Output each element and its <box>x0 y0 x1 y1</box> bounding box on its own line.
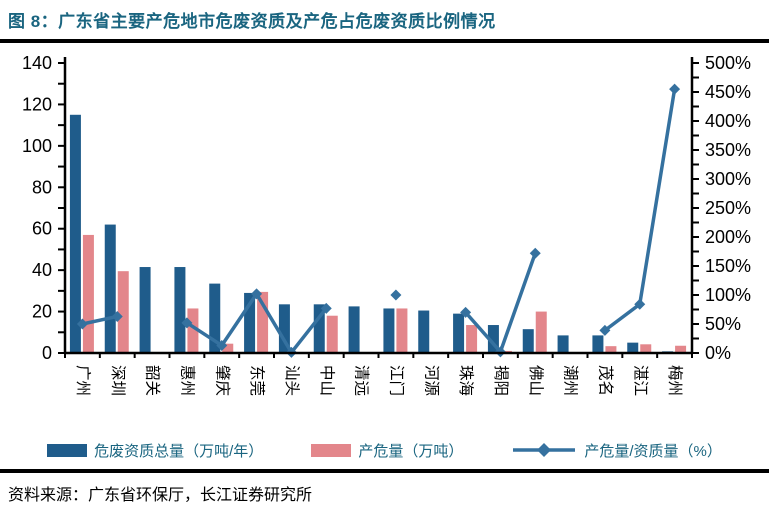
bar-produced-15 <box>605 346 617 353</box>
bar-produced-5 <box>257 291 269 353</box>
legend-label: 产危量（万吨） <box>358 442 464 460</box>
right-axis-tick-label: 500% <box>705 53 751 73</box>
title-separator-rule <box>0 39 769 43</box>
x-category-label-11: 珠海 <box>457 365 475 396</box>
x-category-label-3: 惠州 <box>178 365 196 396</box>
x-category-label-12: 揭阳 <box>492 365 510 396</box>
ratio-line-segment <box>185 292 328 355</box>
bar-produced-13 <box>535 311 547 353</box>
legend-item-qualification-total: 危废资质总量（万吨/年） <box>47 440 263 461</box>
legend-bar-swatch-secondary <box>311 443 352 457</box>
bar-produced-16 <box>640 344 652 353</box>
x-category-label-2: 韶关 <box>144 365 162 396</box>
legend-label: 危废资质总量（万吨/年） <box>94 442 264 460</box>
right-axis-tick-label: 50% <box>705 314 741 334</box>
ratio-marker-9 <box>390 289 402 301</box>
ratio-marker-13 <box>529 247 541 259</box>
ratio-marker-3 <box>181 317 193 329</box>
x-category-label-17: 梅州 <box>666 365 684 396</box>
ratio-marker-5 <box>251 288 263 300</box>
right-axis-tick-label: 250% <box>705 198 751 218</box>
bar-qualification-5 <box>244 292 256 353</box>
left-axis-tick-label: 20 <box>32 302 52 322</box>
ratio-marker-0 <box>76 318 88 330</box>
ratio-line-segment <box>82 314 118 326</box>
ratio-marker-1 <box>111 310 123 322</box>
bar-qualification-11 <box>453 313 465 353</box>
bar-qualification-10 <box>418 310 430 353</box>
bar-produced-9 <box>396 308 408 353</box>
right-axis-tick-label: 100% <box>705 285 751 305</box>
chart-legend: 危废资质总量（万吨/年） 产危量（万吨） 产危量/资质量（%） <box>0 433 769 467</box>
left-axis-tick-label: 140 <box>22 53 52 73</box>
bar-qualification-1 <box>104 224 116 353</box>
bar-qualification-9 <box>383 308 395 353</box>
bar-qualification-3 <box>174 267 186 353</box>
bar-qualification-4 <box>209 283 221 353</box>
bar-qualification-13 <box>522 329 534 353</box>
legend-item-produced-amount: 产危量（万吨） <box>311 440 463 461</box>
bar-produced-0 <box>82 234 94 353</box>
x-category-label-9: 江门 <box>387 365 405 396</box>
bar-produced-3 <box>187 308 199 353</box>
ratio-line-segment <box>603 88 677 332</box>
bar-produced-7 <box>326 315 338 353</box>
bar-produced-4 <box>222 343 234 353</box>
left-axis-tick-label: 0 <box>42 343 52 363</box>
left-axis-tick-label: 80 <box>32 177 52 197</box>
x-category-label-6: 汕头 <box>283 365 301 396</box>
bar-qualification-14 <box>557 335 569 353</box>
source-note: 资料来源：广东省环保厅，长江证券研究所 <box>8 487 313 504</box>
legend-label: 产危量/资质量（%） <box>584 442 722 460</box>
bar-produced-1 <box>117 271 129 353</box>
ratio-marker-11 <box>460 306 472 318</box>
right-axis-tick-label: 450% <box>705 82 751 102</box>
legend-separator-rule <box>0 469 769 473</box>
ratio-marker-17 <box>669 83 681 95</box>
x-category-label-5: 东莞 <box>248 365 266 396</box>
combo-chart: 0 20 40 60 80 100 120 140 0% 50% 100% 150% 200% 250% 3… <box>22 53 751 396</box>
x-category-label-15: 茂名 <box>596 365 614 396</box>
x-category-label-8: 清远 <box>353 365 371 396</box>
bar-qualification-0 <box>69 114 81 354</box>
right-axis-tick-label: 0% <box>705 343 731 363</box>
x-category-label-14: 潮州 <box>562 365 580 396</box>
x-category-label-13: 佛山 <box>527 365 545 396</box>
left-axis-tick-label: 100 <box>22 136 52 156</box>
ratio-marker-16 <box>634 298 646 310</box>
left-axis-tick-label: 60 <box>32 219 52 239</box>
ratio-marker-7 <box>320 302 332 314</box>
bar-qualification-15 <box>592 335 604 353</box>
bar-qualification-8 <box>348 306 360 353</box>
left-axis-tick-label: 120 <box>22 94 52 114</box>
bar-produced-11 <box>466 325 478 353</box>
x-category-label-10: 河源 <box>422 365 440 396</box>
bar-qualification-12 <box>487 325 499 353</box>
x-category-label-7: 中山 <box>318 365 336 396</box>
ratio-marker-15 <box>599 324 611 336</box>
x-category-label-0: 广州 <box>74 365 92 396</box>
bar-qualification-16 <box>627 342 639 353</box>
bar-produced-17 <box>675 345 687 353</box>
x-category-label-1: 深圳 <box>109 365 127 396</box>
legend-item-ratio-line: 产危量/资质量（%） <box>511 440 722 461</box>
legend-bar-swatch-primary <box>47 443 88 457</box>
x-category-label-4: 肇庆 <box>213 365 231 396</box>
right-axis-tick-label: 300% <box>705 169 751 189</box>
legend-line-swatch <box>513 443 576 457</box>
x-category-label-16: 湛江 <box>631 365 649 396</box>
right-axis-tick-label: 150% <box>705 256 751 276</box>
figure-title: 图 8：广东省主要产危地市危废资质及产危占危废资质比例情况 <box>8 12 496 31</box>
ratio-marker-4 <box>216 339 228 351</box>
left-axis-tick-label: 40 <box>32 260 52 280</box>
right-axis-tick-label: 350% <box>705 140 751 160</box>
right-axis-tick-label: 400% <box>705 111 751 131</box>
right-axis-tick-label: 200% <box>705 227 751 247</box>
bar-qualification-2 <box>139 267 151 353</box>
bar-qualification-7 <box>313 304 325 353</box>
bar-qualification-6 <box>278 304 290 353</box>
